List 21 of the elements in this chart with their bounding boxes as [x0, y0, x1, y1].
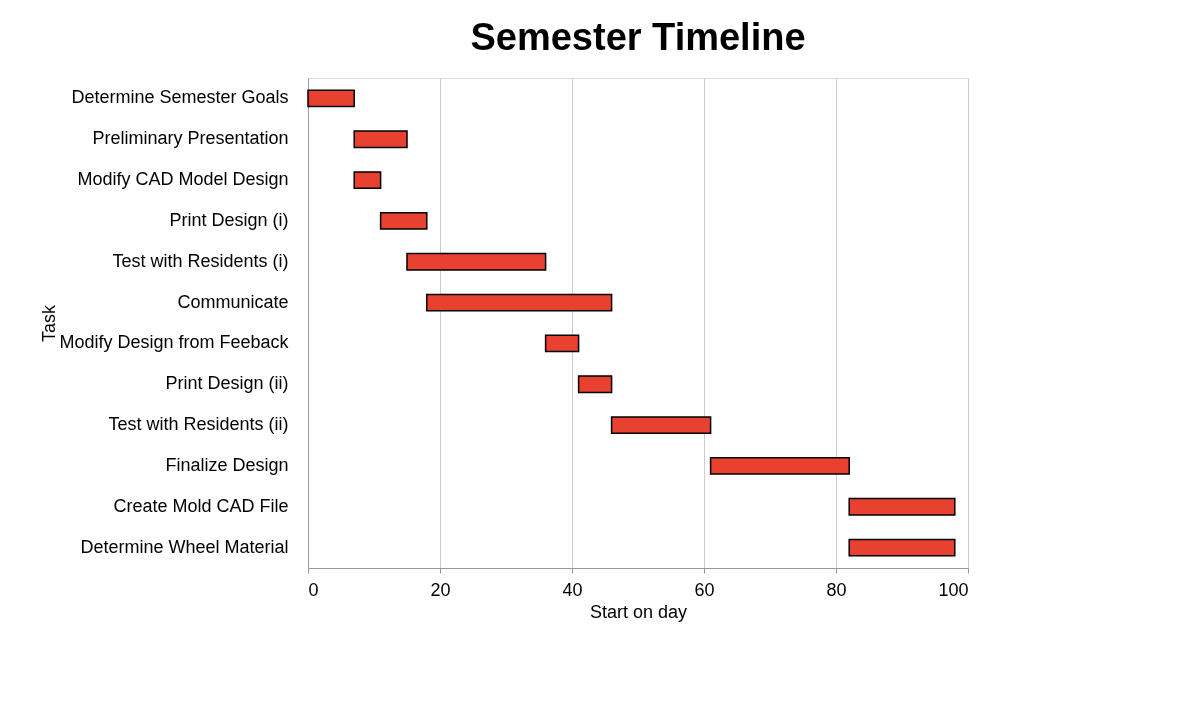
x-tick-label: 100: [938, 579, 969, 600]
x-tick-label: 80: [826, 579, 847, 600]
x-tick-label: 40: [562, 579, 583, 600]
y-tick-label: Preliminary Presentation: [92, 128, 289, 149]
y-tick-label: Create Mold CAD File: [113, 495, 289, 516]
y-tick-label: Print Design (i): [169, 209, 289, 230]
x-tick-label: 60: [694, 579, 715, 600]
y-tick-label: Finalize Design: [165, 454, 289, 475]
y-tick-label: Determine Wheel Material: [80, 536, 289, 557]
y-tick-label: Communicate: [177, 291, 289, 312]
y-tick-label: Modify CAD Model Design: [77, 169, 289, 190]
y-tick-label: Test with Residents (i): [112, 250, 289, 271]
x-axis-title: Start on day: [589, 601, 688, 622]
y-tick-label: Determine Semester Goals: [71, 87, 289, 108]
y-tick-label: Print Design (ii): [165, 373, 289, 394]
x-tick-label: 0: [308, 579, 319, 600]
chart-title: Semester Timeline: [470, 16, 806, 58]
y-tick-label: Modify Design from Feeback: [59, 332, 290, 353]
x-tick-label: 20: [430, 579, 451, 600]
y-axis-title: Task: [38, 304, 59, 343]
y-tick-label: Test with Residents (ii): [108, 414, 289, 435]
